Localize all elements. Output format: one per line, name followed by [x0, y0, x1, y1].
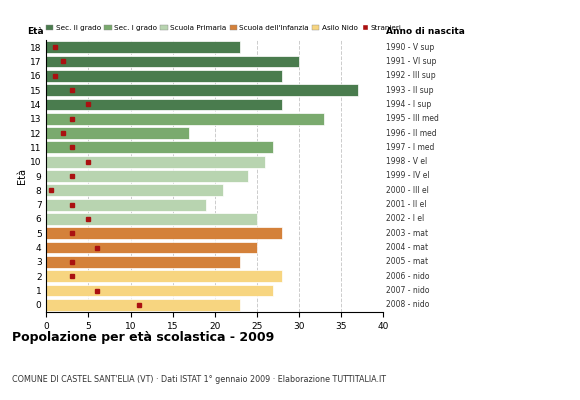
Text: Popolazione per età scolastica - 2009: Popolazione per età scolastica - 2009: [12, 331, 274, 344]
Text: 1998 - V el: 1998 - V el: [386, 157, 427, 166]
Text: 1992 - III sup: 1992 - III sup: [386, 71, 436, 80]
Text: 1990 - V sup: 1990 - V sup: [386, 43, 434, 52]
Bar: [46, 84, 357, 96]
Text: 1991 - VI sup: 1991 - VI sup: [386, 57, 436, 66]
Bar: [46, 299, 240, 311]
Text: 2005 - mat: 2005 - mat: [386, 257, 428, 266]
Bar: [46, 285, 273, 296]
Bar: [46, 56, 299, 67]
Text: 1994 - I sup: 1994 - I sup: [386, 100, 431, 109]
Text: 2001 - II el: 2001 - II el: [386, 200, 426, 209]
Bar: [46, 113, 324, 125]
Bar: [46, 142, 273, 153]
Text: Anno di nascita: Anno di nascita: [386, 27, 465, 36]
Y-axis label: Età: Età: [17, 168, 27, 184]
Text: 2002 - I el: 2002 - I el: [386, 214, 424, 224]
Text: 2003 - mat: 2003 - mat: [386, 229, 428, 238]
Bar: [46, 156, 265, 168]
Bar: [46, 170, 248, 182]
Text: 2006 - nido: 2006 - nido: [386, 272, 429, 281]
Text: 2007 - nido: 2007 - nido: [386, 286, 429, 295]
Bar: [46, 270, 282, 282]
Text: 2004 - mat: 2004 - mat: [386, 243, 428, 252]
Bar: [46, 227, 282, 239]
Text: 2000 - III el: 2000 - III el: [386, 186, 429, 195]
Bar: [46, 127, 189, 139]
Bar: [46, 199, 206, 210]
Text: 2008 - nido: 2008 - nido: [386, 300, 429, 309]
Text: 1997 - I med: 1997 - I med: [386, 143, 434, 152]
Text: 1993 - II sup: 1993 - II sup: [386, 86, 433, 95]
Text: COMUNE DI CASTEL SANT'ELIA (VT) · Dati ISTAT 1° gennaio 2009 · Elaborazione TUTT: COMUNE DI CASTEL SANT'ELIA (VT) · Dati I…: [12, 375, 386, 384]
Bar: [46, 70, 282, 82]
Text: 1996 - II med: 1996 - II med: [386, 128, 436, 138]
Bar: [46, 98, 282, 110]
Bar: [46, 41, 240, 53]
Legend: Sec. II grado, Sec. I grado, Scuola Primaria, Scuola dell'Infanzia, Asilo Nido, : Sec. II grado, Sec. I grado, Scuola Prim…: [44, 22, 404, 34]
Bar: [46, 184, 223, 196]
Text: Età: Età: [27, 27, 44, 36]
Text: 1999 - IV el: 1999 - IV el: [386, 172, 429, 180]
Bar: [46, 242, 256, 254]
Bar: [46, 213, 256, 225]
Bar: [46, 256, 240, 268]
Text: 1995 - III med: 1995 - III med: [386, 114, 438, 123]
